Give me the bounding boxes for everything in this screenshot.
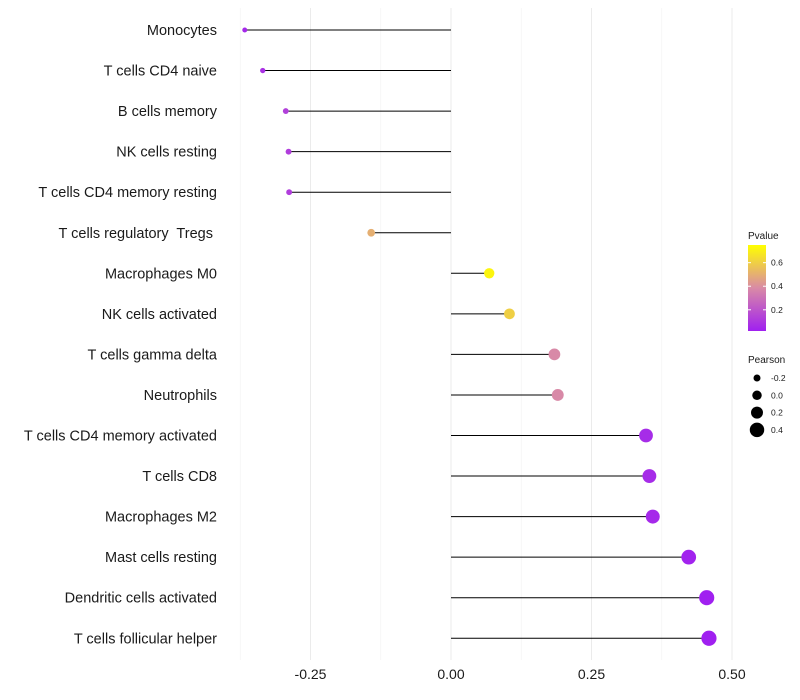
grid-lines bbox=[239, 8, 733, 660]
data-point bbox=[282, 108, 289, 115]
x-axis-ticks: -0.25 0.00 0.25 0.50 bbox=[295, 666, 746, 682]
x-tick-label: -0.25 bbox=[295, 666, 327, 682]
category-label: T cells CD4 memory resting bbox=[38, 185, 217, 201]
legend-pearson-title: Pearson bbox=[748, 355, 785, 366]
data-point bbox=[504, 308, 515, 320]
category-label: T cells gamma delta bbox=[88, 347, 218, 363]
data-point bbox=[548, 348, 561, 361]
legend-pearson-label: 0.2 bbox=[771, 408, 783, 418]
legend-pvalue-tick-label: 0.2 bbox=[771, 305, 783, 315]
data-point bbox=[701, 630, 717, 646]
legend-pearson-label: -0.2 bbox=[771, 373, 786, 383]
category-label: T cells CD4 memory activated bbox=[24, 429, 217, 445]
category-label: T cells follicular helper bbox=[74, 631, 217, 647]
data-point bbox=[551, 389, 564, 401]
x-tick-label: 0.25 bbox=[578, 666, 605, 682]
legend-pvalue-colorbar bbox=[748, 245, 766, 331]
x-tick-label: 0.00 bbox=[437, 666, 464, 682]
category-label: T cells regulatory Tregs bbox=[59, 226, 218, 242]
category-labels: Monocytes T cells CD4 naive B cells memory… bbox=[24, 23, 218, 647]
legend-pearson-key bbox=[751, 406, 763, 419]
data-point bbox=[285, 148, 292, 155]
category-label: Monocytes bbox=[147, 23, 217, 39]
legend-pvalue: Pvalue 0.2 0.4 0.6 bbox=[748, 231, 783, 331]
data-point bbox=[484, 268, 495, 279]
legend-pvalue-title: Pvalue bbox=[748, 231, 779, 242]
data-point bbox=[242, 27, 248, 33]
category-label: B cells memory bbox=[118, 104, 218, 120]
data-point bbox=[367, 228, 376, 237]
legend-pvalue-tick-label: 0.4 bbox=[771, 281, 783, 291]
dots bbox=[242, 27, 717, 646]
category-label: Dendritic cells activated bbox=[65, 591, 217, 607]
data-point bbox=[642, 469, 657, 483]
x-tick-label: 0.50 bbox=[718, 666, 745, 682]
legend-pearson-label: 0.0 bbox=[771, 390, 783, 400]
category-label: Macrophages M0 bbox=[105, 266, 217, 282]
legend-pearson: Pearson -0.2 0.0 0.2 0.4 bbox=[748, 355, 786, 438]
legend-pearson-key bbox=[753, 374, 761, 382]
legend-pearson-key bbox=[752, 390, 762, 401]
data-point bbox=[699, 590, 715, 606]
legend-pearson-key bbox=[749, 422, 765, 438]
legend-pearson-label: 0.4 bbox=[771, 425, 783, 435]
legend-pvalue-tick-label: 0.6 bbox=[771, 258, 783, 268]
data-point bbox=[260, 67, 266, 74]
stems bbox=[244, 29, 709, 639]
category-label: T cells CD8 bbox=[142, 469, 217, 485]
category-label: NK cells activated bbox=[102, 307, 217, 323]
data-point bbox=[639, 428, 653, 443]
data-point bbox=[681, 549, 697, 565]
category-label: T cells CD4 naive bbox=[104, 64, 217, 80]
category-label: Mast cells resting bbox=[105, 550, 217, 566]
data-point bbox=[286, 189, 293, 196]
data-point bbox=[645, 509, 660, 524]
category-label: NK cells resting bbox=[116, 145, 217, 161]
category-label: Neutrophils bbox=[144, 388, 217, 404]
category-label: Macrophages M2 bbox=[105, 510, 217, 526]
